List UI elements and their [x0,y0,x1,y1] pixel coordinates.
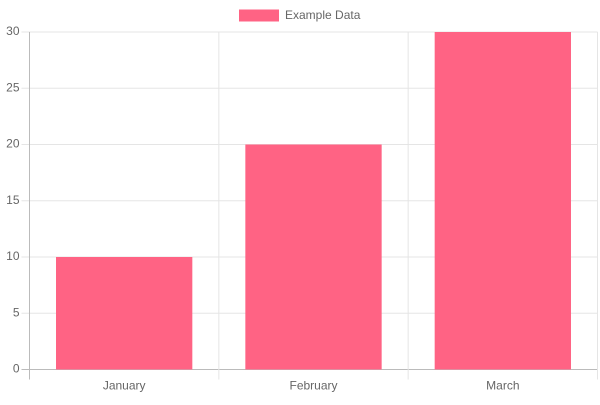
y-tick-label: 25 [6,80,20,94]
legend-item: Example Data [239,8,361,22]
y-tick-label: 20 [6,137,20,151]
x-tick-label: March [486,379,519,393]
legend-swatch [239,9,279,22]
y-tick-label: 5 [13,305,20,319]
x-tick-label: February [289,379,337,393]
y-tick-label: 10 [6,249,20,263]
x-tick-label: January [103,379,146,393]
bar [245,144,382,370]
y-tick-label: 0 [13,362,20,376]
y-tick-label: 15 [6,193,20,207]
legend-label: Example Data [285,8,361,22]
y-tick-label: 30 [6,24,20,38]
bar [56,257,193,370]
bar [434,32,571,370]
